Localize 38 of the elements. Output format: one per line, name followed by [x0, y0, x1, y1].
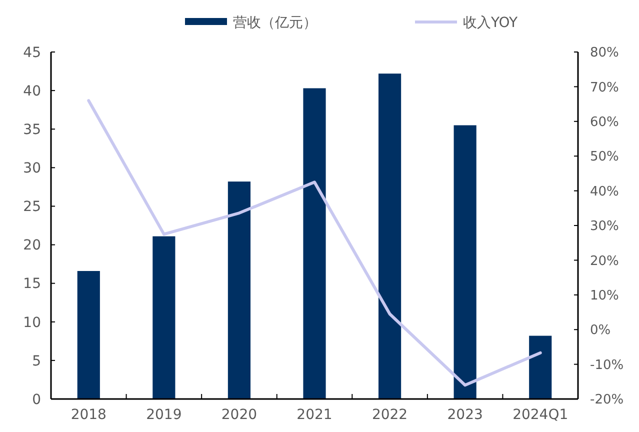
y-tick-label: 5	[32, 353, 41, 370]
x-tick-label: 2020	[221, 407, 258, 423]
bar	[77, 270, 100, 399]
y-tick-label: 30	[23, 160, 41, 177]
y-tick-label: 45	[23, 44, 41, 61]
y-tick-label: 25	[23, 199, 41, 216]
y2-tick-label: 40%	[590, 184, 619, 200]
y2-tick-label: -20%	[590, 392, 624, 408]
y-tick-label: 40	[23, 83, 41, 100]
bar	[303, 88, 326, 399]
y2-tick-label: 60%	[590, 114, 619, 130]
y-tick-label: 10	[23, 314, 41, 331]
y-tick-label: 20	[23, 238, 41, 254]
bar	[228, 182, 251, 399]
y2-tick-label: 50%	[590, 150, 619, 165]
y2-tick-label: 30%	[590, 219, 619, 234]
legend-label: 营收（亿元）	[233, 14, 317, 31]
y2-tick-label: -10%	[590, 358, 624, 373]
bar	[152, 236, 176, 399]
legend-label: 收入YOY	[463, 14, 518, 31]
x-tick-label: 2023	[447, 407, 483, 423]
y2-tick-label: 20%	[590, 254, 619, 269]
y2-tick-label: 80%	[590, 46, 619, 61]
y2-tick-label: 10%	[590, 288, 619, 304]
x-tick-label: 2018	[70, 407, 106, 423]
y2-tick-label: 70%	[590, 80, 619, 96]
line-series	[87, 99, 542, 387]
y-tick-label: 35	[23, 122, 41, 138]
y-tick-label: 15	[23, 276, 41, 292]
x-tick-label: 2019	[146, 407, 182, 423]
y2-tick-label: 0%	[590, 323, 611, 338]
bar	[454, 125, 476, 399]
bar	[378, 74, 402, 399]
bar	[529, 336, 552, 399]
x-tick-label: 2021	[296, 407, 332, 423]
x-tick-label: 2024Q1	[512, 407, 568, 423]
y-tick-label: 0	[32, 392, 41, 408]
x-tick-label: 2022	[372, 407, 408, 423]
